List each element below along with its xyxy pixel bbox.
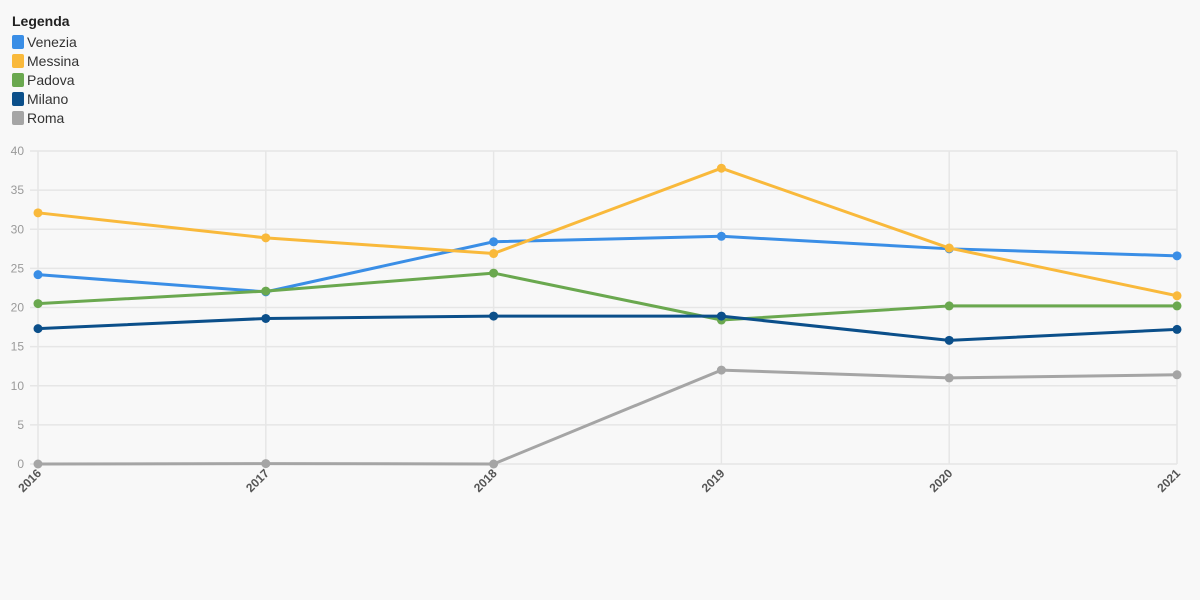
legend-swatch (12, 72, 24, 87)
series-venezia (33, 231, 1182, 297)
legend-item[interactable]: Padova (12, 70, 79, 89)
x-tick-label: 2017 (243, 466, 272, 495)
series-line (37, 368, 1178, 466)
data-point[interactable] (261, 233, 271, 243)
series-roma (33, 365, 1182, 469)
data-point[interactable] (33, 299, 43, 309)
data-point[interactable] (716, 365, 726, 375)
legend-label: Padova (27, 71, 75, 88)
y-tick-label: 15 (11, 340, 25, 354)
legend-label: Milano (27, 90, 69, 107)
data-point[interactable] (489, 311, 499, 321)
series-line (37, 314, 1178, 342)
data-point[interactable] (33, 324, 43, 334)
data-point[interactable] (716, 163, 726, 173)
y-tick-label: 20 (11, 301, 25, 315)
data-point[interactable] (489, 237, 499, 247)
legend-item[interactable]: Messina (12, 51, 79, 70)
y-tick-label: 0 (17, 457, 24, 471)
y-axis-ticks: 0 5 10 15 20 25 30 35 40 (11, 144, 25, 471)
data-point[interactable] (944, 301, 954, 311)
data-point[interactable] (261, 286, 271, 296)
data-point[interactable] (1172, 251, 1182, 261)
series-padova (33, 268, 1182, 325)
data-point[interactable] (1172, 291, 1182, 301)
data-point[interactable] (33, 459, 43, 469)
y-tick-label: 35 (11, 183, 25, 197)
y-tick-label: 5 (17, 418, 24, 432)
x-tick-label: 2020 (927, 466, 956, 495)
data-point[interactable] (944, 373, 954, 383)
legend-item[interactable]: Milano (12, 89, 79, 108)
legend-item[interactable]: Venezia (12, 32, 79, 51)
data-point[interactable] (261, 459, 271, 469)
legend-label: Roma (27, 109, 65, 126)
data-point[interactable] (1172, 370, 1182, 380)
grid (30, 150, 1178, 465)
data-point[interactable] (944, 243, 954, 253)
data-point[interactable] (489, 459, 499, 469)
series-lines (33, 163, 1182, 469)
legend: Legenda Venezia Messina Padova Milano Roma (12, 12, 79, 127)
legend-items: Venezia Messina Padova Milano Roma (12, 32, 79, 127)
y-tick-label: 30 (11, 222, 25, 236)
series-line (37, 234, 1178, 294)
series-messina (33, 163, 1182, 301)
data-point[interactable] (1172, 301, 1182, 311)
data-point[interactable] (261, 313, 271, 323)
x-tick-label: 2018 (471, 466, 500, 495)
legend-title: Legenda (12, 13, 70, 29)
data-point[interactable] (1172, 324, 1182, 334)
legend-swatch (12, 110, 24, 125)
x-tick-label: 2021 (1154, 466, 1183, 495)
legend-swatch (12, 53, 24, 68)
y-tick-label: 40 (11, 144, 25, 158)
legend-swatch (12, 91, 24, 106)
legend-label: Venezia (27, 33, 77, 50)
series-milano (33, 311, 1182, 345)
legend-item[interactable]: Roma (12, 108, 79, 127)
y-tick-label: 10 (11, 379, 25, 393)
data-point[interactable] (33, 270, 43, 280)
y-tick-label: 25 (11, 261, 25, 275)
x-axis-ticks: 2016 2017 2018 2019 2020 2021 (15, 466, 1183, 495)
data-point[interactable] (944, 335, 954, 345)
series-line (37, 271, 1177, 322)
x-tick-label: 2019 (699, 466, 728, 495)
data-point[interactable] (716, 231, 726, 241)
data-point[interactable] (489, 268, 499, 278)
data-point[interactable] (716, 311, 726, 321)
data-point[interactable] (489, 249, 499, 259)
data-point[interactable] (33, 208, 43, 218)
series-line (37, 166, 1178, 298)
legend-swatch (12, 34, 24, 49)
legend-label: Messina (27, 52, 80, 69)
